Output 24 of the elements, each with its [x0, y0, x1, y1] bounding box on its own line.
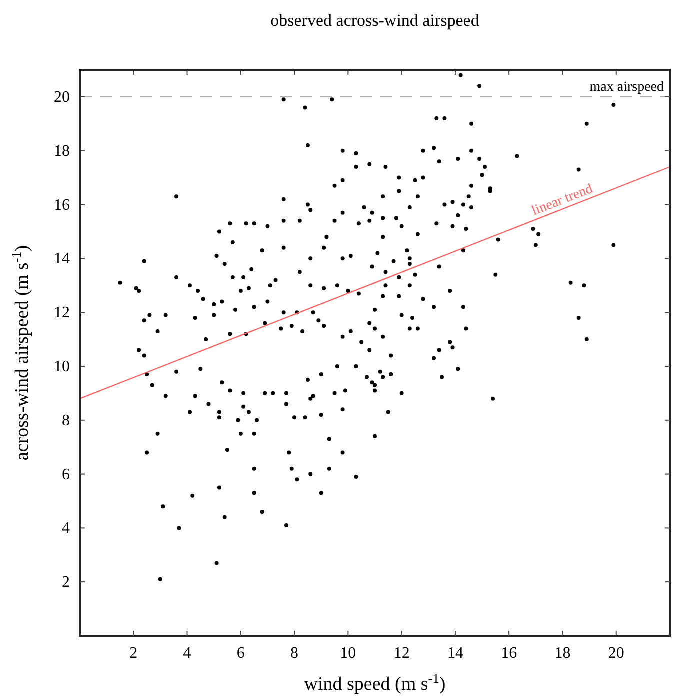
x-tick-label: 4: [183, 645, 192, 662]
x-tick-label: 12: [394, 645, 410, 662]
y-tick-label: 18: [54, 142, 70, 160]
y-tick-label: 14: [54, 250, 70, 268]
x-tick-label: 6: [236, 645, 245, 662]
y-tick-label: 2: [62, 574, 70, 592]
y-tick-label: 10: [54, 358, 70, 376]
y-tick-label: 4: [62, 520, 70, 538]
chart-title: observed across-wind airspeed: [270, 11, 480, 30]
y-tick-label: 16: [54, 196, 70, 214]
x-tick-label: 2: [130, 645, 138, 662]
x-tick-label: 14: [447, 645, 464, 662]
text: linear trend: [530, 182, 596, 220]
x-axis-title: wind speed (m s$^{-1}$): [304, 670, 446, 695]
y-tick-label: 6: [62, 466, 70, 484]
x-tick-label: 10: [340, 645, 356, 662]
x-tick-label: 20: [608, 645, 624, 662]
ref-line-label: max airspeed: [590, 80, 664, 95]
x-tick-label: 18: [554, 645, 571, 662]
x-tick-label: 8: [290, 645, 299, 662]
y-tick-label: 20: [54, 88, 70, 106]
y-tick-label: 8: [62, 412, 70, 430]
x-tick-label: 16: [501, 645, 518, 662]
y-tick-label: 12: [54, 304, 70, 322]
